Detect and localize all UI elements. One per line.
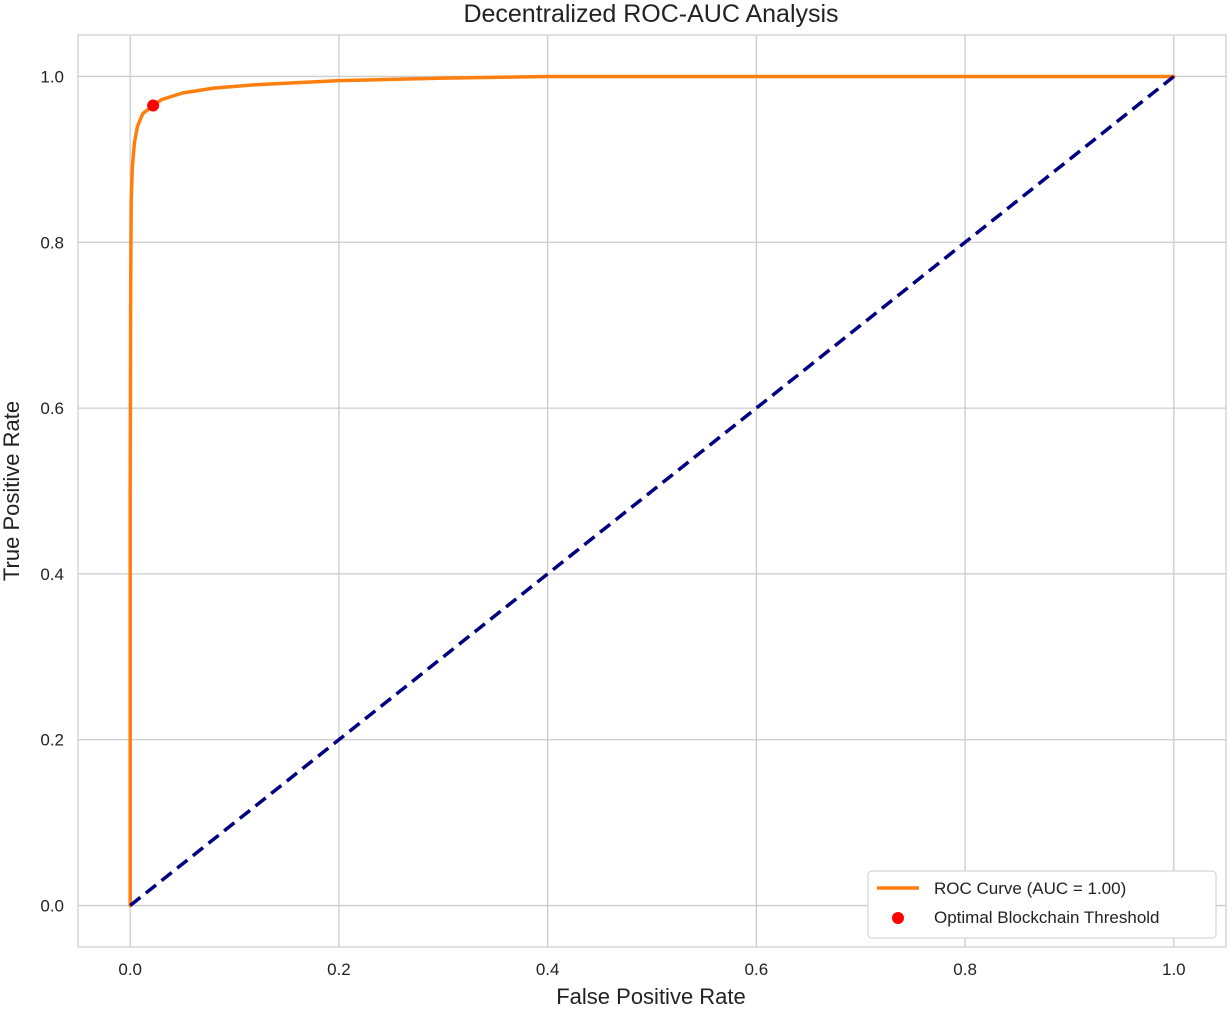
x-axis-label: False Positive Rate [556, 984, 746, 1009]
x-tick-label: 0.8 [953, 960, 977, 979]
y-tick-label: 1.0 [40, 67, 64, 86]
x-tick-label: 0.6 [745, 960, 769, 979]
chart-title: Decentralized ROC-AUC Analysis [463, 0, 838, 28]
legend-threshold-label: Optimal Blockchain Threshold [934, 908, 1160, 927]
x-tick-label: 1.0 [1162, 960, 1186, 979]
optimal-threshold-point [147, 99, 159, 111]
y-tick-label: 0.0 [40, 897, 64, 916]
x-tick-label: 0.4 [536, 960, 560, 979]
y-tick-label: 0.2 [40, 731, 64, 750]
x-tick-label: 0.2 [327, 960, 351, 979]
y-tick-label: 0.6 [40, 399, 64, 418]
roc-chart: Decentralized ROC-AUC Analysis 0.0 0.2 0.4… [0, 0, 1232, 1009]
legend-threshold-swatch [892, 912, 904, 924]
plot-area [78, 35, 1226, 947]
x-tick-label: 0.0 [118, 960, 142, 979]
points-layer [147, 99, 159, 111]
legend-roc-label: ROC Curve (AUC = 1.00) [934, 879, 1126, 898]
y-tick-label: 0.8 [40, 233, 64, 252]
legend: ROC Curve (AUC = 1.00) Optimal Blockchai… [868, 871, 1216, 938]
y-tick-label: 0.4 [40, 565, 64, 584]
y-axis-label: True Positive Rate [0, 401, 24, 581]
